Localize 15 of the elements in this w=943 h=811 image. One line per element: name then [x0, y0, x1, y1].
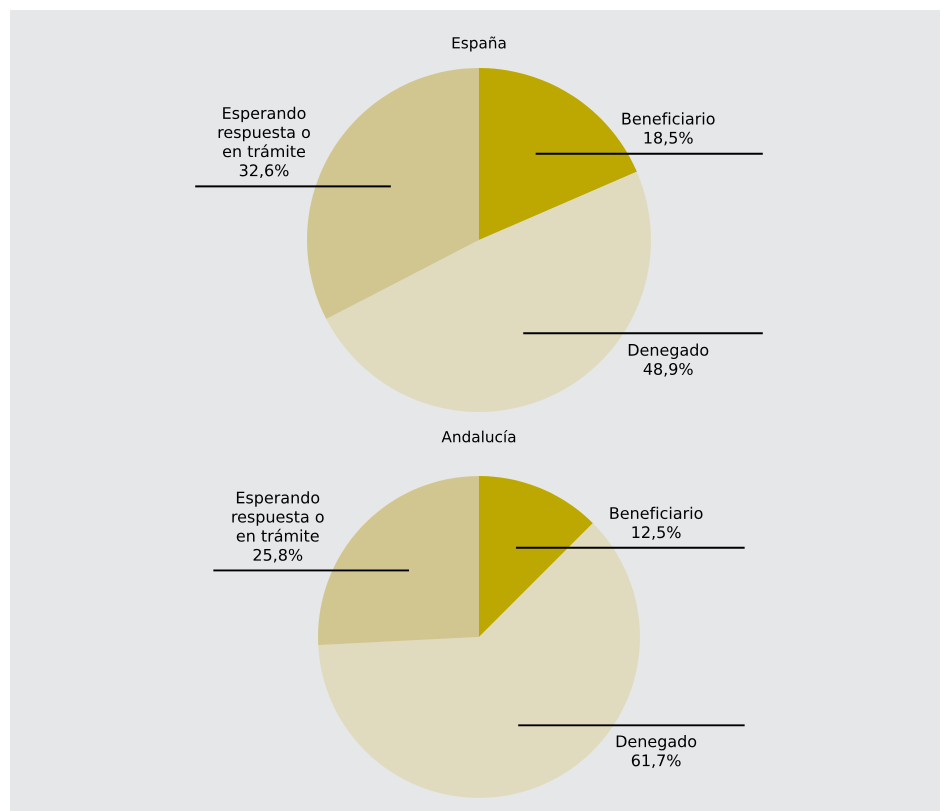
data-label: 25,8% — [254, 548, 302, 563]
data-label: 18,5% — [644, 132, 693, 146]
data-label: 32,6% — [240, 164, 288, 178]
data-label: 61,7% — [632, 754, 681, 768]
data-label: 48,9% — [644, 362, 693, 377]
slice-label: Esperando respuesta o en trámite — [218, 106, 310, 158]
chart-title: Andalucía — [442, 430, 516, 442]
data-label: 12,5% — [632, 526, 681, 540]
slice-label: Denegado — [628, 344, 708, 360]
slice-label: Esperando respuesta o en trámite — [232, 491, 324, 542]
chart-title: España — [452, 36, 506, 52]
slice-label: Denegado — [616, 734, 696, 750]
pie-slice — [479, 476, 593, 637]
slice-label: Beneficiario — [622, 112, 715, 125]
slice-label: Beneficiario — [610, 506, 703, 520]
